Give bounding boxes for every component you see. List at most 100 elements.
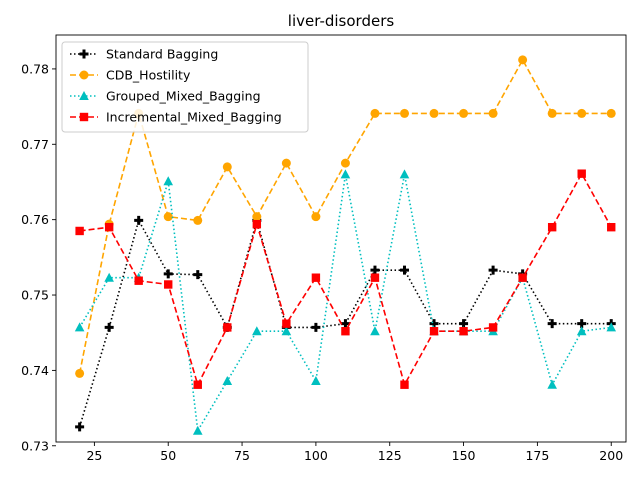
data-point-3-10	[370, 273, 380, 282]
x-tick-label-3: 100	[304, 448, 328, 463]
data-point-0-11	[399, 265, 409, 275]
y-tick-label-2: 0.75	[21, 288, 49, 303]
data-point-2-6	[252, 326, 262, 336]
data-point-3-16	[547, 222, 557, 232]
data-point-1-6	[252, 212, 262, 222]
data-point-1-16	[547, 108, 557, 118]
data-point-2-16	[547, 379, 557, 389]
data-point-1-7	[281, 158, 291, 168]
x-tick-label-5: 150	[452, 448, 476, 463]
data-point-1-5	[222, 162, 232, 172]
data-point-1-12	[429, 108, 439, 118]
x-tick-label-1: 50	[160, 448, 176, 463]
data-point-2-18	[606, 322, 617, 332]
data-point-1-4	[193, 215, 203, 225]
data-point-3-4	[193, 380, 202, 389]
data-point-3-6	[252, 219, 262, 229]
x-tick-label-4: 125	[378, 448, 402, 463]
legend-entry-2: Grouped_Mixed_Bagging	[70, 89, 261, 104]
data-point-0-4	[193, 270, 203, 280]
data-point-0-13	[459, 319, 469, 329]
data-point-0-2	[134, 215, 144, 225]
data-point-1-11	[399, 108, 409, 118]
data-point-2-10	[370, 326, 380, 336]
legend-entry-3: Incremental_Mixed_Bagging	[70, 110, 282, 125]
data-point-3-8	[311, 273, 321, 282]
data-point-3-11	[400, 380, 409, 389]
data-point-1-8	[311, 212, 321, 222]
data-point-0-3	[163, 269, 173, 279]
legend-marker-2	[79, 91, 89, 100]
legend-box	[61, 41, 309, 133]
data-point-1-10	[370, 108, 380, 118]
legend-label-1: CDB_Hostility	[106, 68, 191, 83]
data-point-0-0	[75, 422, 85, 432]
data-point-3-18	[607, 222, 616, 232]
data-point-3-15	[518, 273, 527, 282]
legend-marker-1	[79, 70, 89, 80]
legend-entry-0: Standard Bagging	[70, 47, 218, 62]
data-point-3-12	[429, 327, 439, 336]
data-point-0-17	[577, 319, 587, 329]
x-tick-label-2: 75	[234, 448, 250, 463]
data-point-2-11	[399, 169, 410, 179]
y-tick-label-1: 0.74	[21, 363, 49, 378]
data-point-2-4	[192, 425, 203, 435]
data-point-3-5	[223, 323, 232, 332]
chart-title: liver-disorders	[288, 12, 395, 30]
data-point-3-2	[134, 276, 143, 285]
data-point-2-17	[576, 326, 587, 336]
data-point-2-1	[104, 272, 114, 282]
data-point-2-5	[222, 375, 233, 385]
data-point-1-15	[518, 55, 528, 65]
x-tick-label-0: 25	[86, 448, 102, 463]
legend-label-2: Grouped_Mixed_Bagging	[106, 89, 261, 104]
data-point-3-0	[75, 226, 84, 236]
legend-label-3: Incremental_Mixed_Bagging	[106, 110, 282, 125]
y-tick-label-4: 0.77	[21, 137, 49, 152]
data-point-1-3	[163, 212, 173, 222]
legend-marker-3	[79, 112, 89, 122]
data-point-3-13	[459, 327, 468, 336]
legend-marker-0	[79, 49, 89, 59]
data-point-3-17	[577, 169, 586, 178]
data-point-0-10	[370, 265, 380, 275]
data-point-1-18	[606, 108, 616, 118]
data-point-3-7	[282, 319, 291, 328]
data-point-2-9	[340, 169, 351, 179]
y-tick-label-5: 0.78	[21, 61, 49, 76]
data-point-1-13	[459, 108, 469, 118]
data-point-0-14	[488, 265, 498, 275]
y-tick-label-3: 0.76	[21, 212, 49, 227]
legend-entry-1: CDB_Hostility	[70, 68, 191, 83]
data-point-3-14	[488, 323, 498, 332]
legend-label-0: Standard Bagging	[106, 47, 218, 62]
data-point-1-17	[577, 108, 587, 118]
data-point-0-9	[340, 319, 350, 329]
data-point-1-0	[75, 368, 85, 378]
series-line-2	[78, 174, 612, 434]
axes-frame	[55, 34, 627, 443]
data-point-0-1	[104, 322, 114, 332]
data-point-3-1	[104, 222, 114, 232]
data-point-0-12	[429, 319, 439, 329]
axes: 25 50 75 100 125 150 175 200 0.73 0.74 0.75 0.76 0.7…	[21, 34, 627, 463]
data-point-3-9	[341, 327, 350, 336]
y-tick-label-0: 0.73	[21, 438, 49, 453]
data-point-1-9	[340, 158, 350, 168]
series-3	[75, 169, 616, 389]
series-2	[74, 169, 617, 435]
x-tick-label-7: 200	[599, 448, 623, 463]
data-point-2-7	[281, 326, 292, 336]
data-point-3-3	[164, 280, 173, 289]
data-point-2-3	[163, 176, 174, 186]
x-tick-label-6: 175	[525, 448, 549, 463]
data-point-1-14	[488, 108, 498, 118]
data-point-0-8	[311, 322, 321, 332]
series-line-3	[79, 172, 612, 387]
data-point-2-0	[74, 322, 85, 332]
data-point-0-16	[547, 319, 557, 329]
legend: Standard Bagging CDB_Hostility Grouped_Mix…	[61, 41, 309, 133]
data-point-2-8	[311, 375, 321, 385]
